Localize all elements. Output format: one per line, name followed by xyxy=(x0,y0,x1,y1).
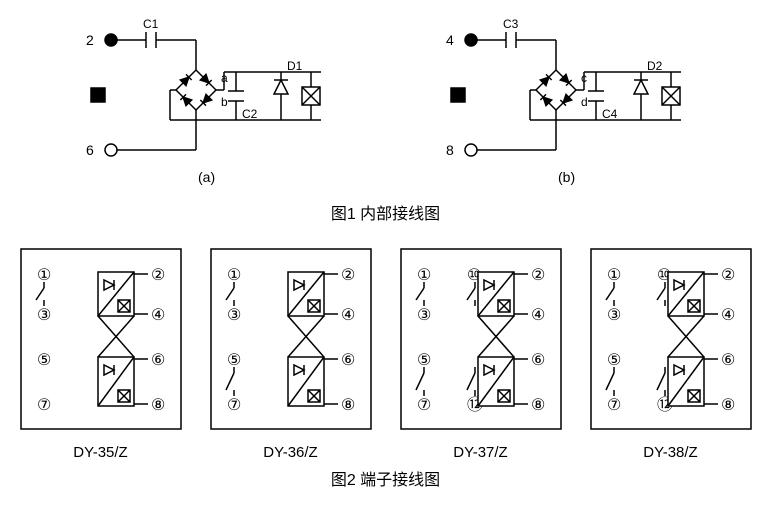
terminal-panel-wrap: ① ② ③ ④ ⑤ ⑥ ⑦ ⑧ DY-36/Z xyxy=(206,244,376,461)
svg-text:①: ① xyxy=(417,267,431,284)
circuit-panel-wrap: 4C38cdC4D2(b) xyxy=(426,10,706,195)
svg-text:②: ② xyxy=(341,267,355,284)
svg-text:③: ③ xyxy=(227,307,241,324)
svg-text:⑤: ⑤ xyxy=(417,352,431,369)
svg-text:4: 4 xyxy=(446,32,454,48)
svg-text:③: ③ xyxy=(417,307,431,324)
svg-text:C3: C3 xyxy=(503,17,519,31)
svg-text:③: ③ xyxy=(607,307,621,324)
svg-text:②: ② xyxy=(721,267,735,284)
svg-text:④: ④ xyxy=(531,307,545,324)
model-label: DY-36/Z xyxy=(206,444,376,461)
circuit-panel: 2C16abC2D1(a) xyxy=(66,10,346,190)
svg-text:④: ④ xyxy=(341,307,355,324)
figure1-section: 2C16abC2D1(a)4C38cdC4D2(b) 图1 内部接线图 xyxy=(10,10,761,224)
svg-text:(a): (a) xyxy=(198,169,215,185)
circuit-panel: 4C38cdC4D2(b) xyxy=(426,10,706,190)
svg-text:d: d xyxy=(581,95,588,109)
svg-text:D1: D1 xyxy=(287,59,303,73)
svg-text:①: ① xyxy=(37,267,51,284)
model-label: DY-38/Z xyxy=(586,444,756,461)
terminal-panel: ① ② ③ ④ ⑤ ⑥ ⑦ ⑧ xyxy=(16,244,186,434)
svg-text:④: ④ xyxy=(721,307,735,324)
svg-text:①: ① xyxy=(227,267,241,284)
terminal-panel: ①②③④⑤⑥⑦⑧⑩⑫ xyxy=(396,244,566,434)
svg-text:⑧: ⑧ xyxy=(341,397,355,414)
svg-text:⑥: ⑥ xyxy=(151,352,165,369)
svg-text:C1: C1 xyxy=(143,17,159,31)
svg-text:④: ④ xyxy=(151,307,165,324)
figure1-caption: 图1 内部接线图 xyxy=(10,200,761,224)
svg-text:⑧: ⑧ xyxy=(151,397,165,414)
terminal-panel-wrap: ①②③④⑤⑥⑦⑧⑩⑫DY-37/Z xyxy=(396,244,566,461)
svg-text:⑤: ⑤ xyxy=(607,352,621,369)
svg-text:⑤: ⑤ xyxy=(37,352,51,369)
figure2-caption: 图2 端子接线图 xyxy=(10,466,761,490)
svg-text:⑦: ⑦ xyxy=(417,397,431,414)
svg-text:②: ② xyxy=(531,267,545,284)
figure2-panels: ①②③④⑤⑥⑦⑧DY-35/Z①②③④⑤⑥⑦⑧DY-36/Z①②③④⑤⑥⑦⑧⑩⑫… xyxy=(10,244,761,461)
svg-text:C4: C4 xyxy=(602,107,618,121)
circuit-panel-wrap: 2C16abC2D1(a) xyxy=(66,10,346,195)
svg-text:6: 6 xyxy=(86,142,94,158)
svg-text:⑦: ⑦ xyxy=(227,397,241,414)
svg-text:⑦: ⑦ xyxy=(607,397,621,414)
terminal-panel-wrap: ①②③④⑤⑥⑦⑧⑩⑫DY-38/Z xyxy=(586,244,756,461)
svg-text:①: ① xyxy=(607,267,621,284)
svg-text:②: ② xyxy=(151,267,165,284)
terminal-panel: ① ② ③ ④ ⑤ ⑥ ⑦ ⑧ xyxy=(206,244,376,434)
svg-text:b: b xyxy=(221,95,228,109)
svg-text:⑥: ⑥ xyxy=(721,352,735,369)
model-label: DY-35/Z xyxy=(16,444,186,461)
svg-text:⑧: ⑧ xyxy=(721,397,735,414)
svg-text:⑧: ⑧ xyxy=(531,397,545,414)
svg-text:⑥: ⑥ xyxy=(531,352,545,369)
terminal-panel-wrap: ① ② ③ ④ ⑤ ⑥ ⑦ ⑧ DY-35/Z xyxy=(16,244,186,461)
svg-text:8: 8 xyxy=(446,142,454,158)
svg-text:⑤: ⑤ xyxy=(227,352,241,369)
svg-text:(b): (b) xyxy=(558,169,575,185)
svg-text:⑦: ⑦ xyxy=(37,397,51,414)
svg-text:③: ③ xyxy=(37,307,51,324)
terminal-panel: ①②③④⑤⑥⑦⑧⑩⑫ xyxy=(586,244,756,434)
svg-text:⑥: ⑥ xyxy=(341,352,355,369)
svg-text:D2: D2 xyxy=(647,59,663,73)
svg-text:2: 2 xyxy=(86,32,94,48)
figure1-panels: 2C16abC2D1(a)4C38cdC4D2(b) xyxy=(10,10,761,195)
model-label: DY-37/Z xyxy=(396,444,566,461)
figure2-section: ①②③④⑤⑥⑦⑧DY-35/Z①②③④⑤⑥⑦⑧DY-36/Z①②③④⑤⑥⑦⑧⑩⑫… xyxy=(10,244,761,490)
svg-text:C2: C2 xyxy=(242,107,258,121)
